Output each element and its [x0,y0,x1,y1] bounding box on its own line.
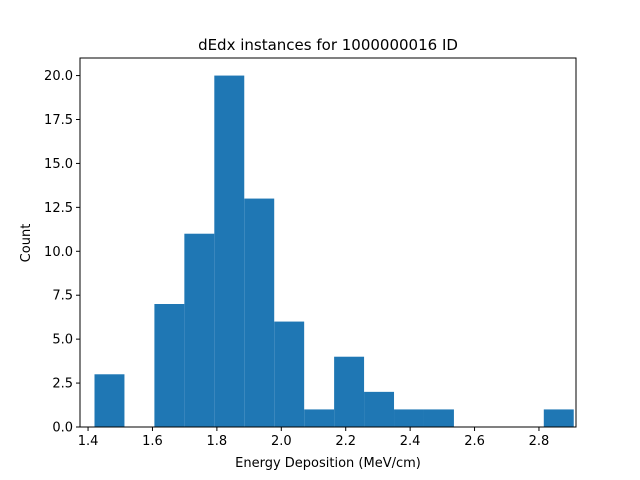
histogram-bar [304,409,335,427]
chart-title: dEdx instances for 1000000016 ID [198,36,458,54]
y-axis-ticks: 0.0 2.5 5.0 7.5 10.0 12.5 15.0 17.5 20.0 [44,69,80,436]
y-tick-label: 0.0 [52,421,73,436]
y-tick-label: 15.0 [44,157,73,172]
histogram-bar [94,374,125,427]
histogram-bar [244,198,275,427]
histogram-bar [274,321,305,427]
y-tick-label: 10.0 [44,245,73,260]
y-tick-label: 20.0 [44,69,73,84]
plot-frame [79,57,577,428]
x-tick-label: 2.6 [464,434,485,449]
x-axis-label: Energy Deposition (MeV/cm) [235,456,421,471]
histogram-bar [543,409,574,427]
y-tick-label: 12.5 [44,201,73,216]
histogram-bar [423,409,454,427]
y-axis-label: Count [19,224,34,263]
x-tick-label: 2.8 [529,434,550,449]
histogram-bar [394,409,424,427]
x-tick-label: 1.4 [78,434,99,449]
x-tick-label: 1.6 [142,434,163,449]
histogram-bar [334,356,365,427]
x-tick-label: 2.2 [335,434,356,449]
y-tick-label: 7.5 [52,289,73,304]
x-axis-ticks: 1.4 1.6 1.8 2.0 2.2 2.4 2.6 2.8 [78,427,550,449]
y-tick-label: 17.5 [44,113,73,128]
histogram-bar [184,233,215,427]
x-tick-label: 2.0 [271,434,292,449]
histogram-bar [154,304,185,427]
y-tick-label: 5.0 [52,333,73,348]
histogram-bar [364,391,395,427]
x-tick-label: 2.4 [400,434,421,449]
x-tick-label: 1.8 [207,434,228,449]
y-tick-label: 2.5 [52,377,73,392]
histogram-bar [214,75,245,428]
bars-group [94,75,574,428]
